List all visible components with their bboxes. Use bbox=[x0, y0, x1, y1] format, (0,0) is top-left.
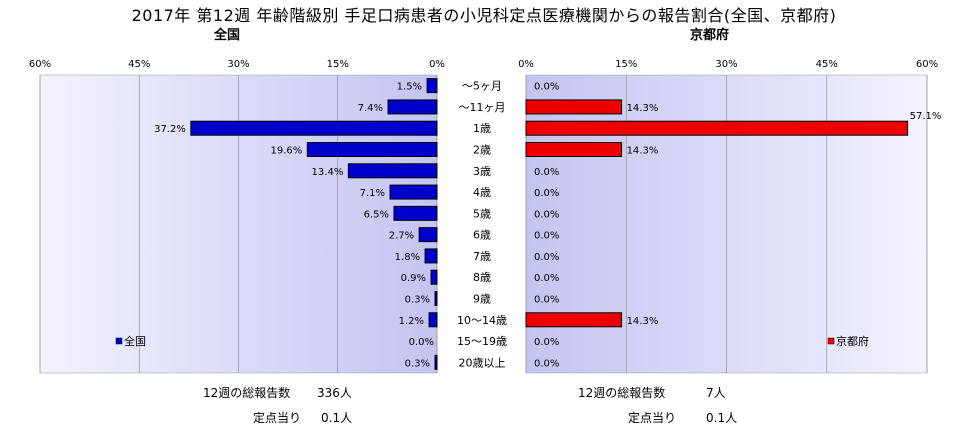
kyoto-value-label: 14.3% bbox=[627, 316, 659, 327]
national-value-label: 1.5% bbox=[397, 82, 422, 93]
national-bar bbox=[347, 163, 438, 179]
category-label: 20歳以上 bbox=[459, 356, 506, 369]
kyoto-tick-label: 60% bbox=[916, 59, 938, 70]
national-total-value: 336人 bbox=[317, 386, 352, 400]
national-tick-label: 15% bbox=[327, 59, 349, 70]
national-value-label: 1.8% bbox=[395, 252, 420, 263]
national-value-label: 7.1% bbox=[360, 188, 385, 199]
category-label: 8歳 bbox=[473, 271, 491, 284]
national-legend-swatch bbox=[115, 337, 123, 345]
national-bar bbox=[426, 78, 438, 94]
national-value-label: 0.0% bbox=[409, 337, 434, 348]
category-label: 3歳 bbox=[473, 165, 491, 178]
kyoto-value-label: 0.0% bbox=[534, 188, 559, 199]
national-subtitle: 全国 bbox=[214, 28, 241, 43]
category-label: 15～19歳 bbox=[457, 335, 507, 348]
category-label: 1歳 bbox=[473, 122, 491, 135]
national-bar bbox=[428, 312, 438, 328]
kyoto-subtitle: 京都府 bbox=[690, 28, 730, 43]
national-bar bbox=[393, 205, 438, 221]
kyoto-bar bbox=[525, 99, 623, 115]
national-legend-label: 全国 bbox=[124, 334, 146, 348]
national-total-label: 12週の総報告数 bbox=[203, 386, 291, 400]
category-label: 7歳 bbox=[473, 250, 491, 263]
kyoto-value-label: 0.0% bbox=[534, 231, 559, 242]
category-label: 10～14歳 bbox=[457, 314, 507, 327]
kyoto-legend-label: 京都府 bbox=[836, 334, 869, 348]
kyoto-per-value: 0.1人 bbox=[706, 411, 738, 425]
national-value-label: 19.6% bbox=[271, 146, 303, 157]
national-bar bbox=[430, 269, 438, 285]
national-value-label: 7.4% bbox=[358, 103, 383, 114]
category-label: ～5ヶ月 bbox=[462, 80, 502, 93]
kyoto-value-label: 0.0% bbox=[534, 337, 559, 348]
category-label: 9歳 bbox=[473, 293, 491, 306]
kyoto-tick-label: 0% bbox=[518, 59, 534, 70]
kyoto-per-label: 定点当り bbox=[628, 411, 677, 425]
kyoto-value-label: 0.0% bbox=[534, 167, 559, 178]
kyoto-value-label: 0.0% bbox=[534, 82, 559, 93]
national-tick-label: 45% bbox=[128, 59, 150, 70]
kyoto-total-label: 12週の総報告数 bbox=[578, 386, 666, 400]
national-value-label: 2.7% bbox=[389, 231, 414, 242]
kyoto-legend-swatch bbox=[827, 337, 835, 345]
category-label: ～11ヶ月 bbox=[459, 101, 506, 114]
national-per-label: 定点当り bbox=[253, 411, 302, 425]
category-label: 4歳 bbox=[473, 186, 491, 199]
category-label: 5歳 bbox=[473, 207, 491, 220]
national-value-label: 13.4% bbox=[312, 167, 344, 178]
kyoto-value-label: 0.0% bbox=[534, 209, 559, 220]
chart-area: 60% 45% 30% 15% 0% 1.5% 7.4% 37.2% 19.6% 13.4% 7.1… bbox=[29, 59, 942, 374]
kyoto-value-label: 0.0% bbox=[534, 358, 559, 369]
national-bar bbox=[434, 354, 438, 370]
kyoto-value-label: 57.1% bbox=[910, 111, 942, 122]
national-value-label: 0.9% bbox=[401, 273, 426, 284]
national-bar bbox=[418, 227, 438, 243]
national-value-label: 1.2% bbox=[399, 316, 424, 327]
national-bar bbox=[389, 184, 438, 200]
category-label: 2歳 bbox=[473, 144, 491, 157]
national-value-label: 0.3% bbox=[405, 295, 430, 306]
kyoto-total-value: 7人 bbox=[706, 386, 726, 400]
chart-title: 2017年 第12週 年齢階級別 手足口病患者の小児科定点医療機関からの報告割合… bbox=[131, 6, 837, 25]
national-bar bbox=[306, 142, 438, 157]
kyoto-tick-label: 15% bbox=[615, 59, 637, 70]
kyoto-value-label: 14.3% bbox=[627, 146, 659, 157]
national-per-value: 0.1人 bbox=[321, 411, 353, 425]
kyoto-value-label: 14.3% bbox=[627, 103, 659, 114]
kyoto-value-label: 0.0% bbox=[534, 295, 559, 306]
kyoto-bar bbox=[525, 312, 623, 328]
kyoto-value-label: 0.0% bbox=[534, 252, 559, 263]
kyoto-tick-label: 45% bbox=[816, 59, 838, 70]
category-label: 6歳 bbox=[473, 229, 491, 242]
national-value-label: 37.2% bbox=[154, 124, 186, 135]
national-tick-label: 60% bbox=[29, 59, 51, 70]
kyoto-bar bbox=[525, 120, 909, 136]
national-tick-label: 30% bbox=[227, 59, 249, 70]
national-bar bbox=[434, 291, 438, 306]
national-value-label: 6.5% bbox=[364, 209, 389, 220]
national-tick-label: 0% bbox=[429, 59, 445, 70]
kyoto-value-label: 0.0% bbox=[534, 273, 559, 284]
national-bar bbox=[387, 99, 438, 115]
national-bar bbox=[190, 120, 438, 136]
kyoto-tick-label: 30% bbox=[715, 59, 737, 70]
kyoto-bar bbox=[525, 142, 623, 157]
national-value-label: 0.3% bbox=[405, 358, 430, 369]
national-bar bbox=[424, 248, 438, 264]
